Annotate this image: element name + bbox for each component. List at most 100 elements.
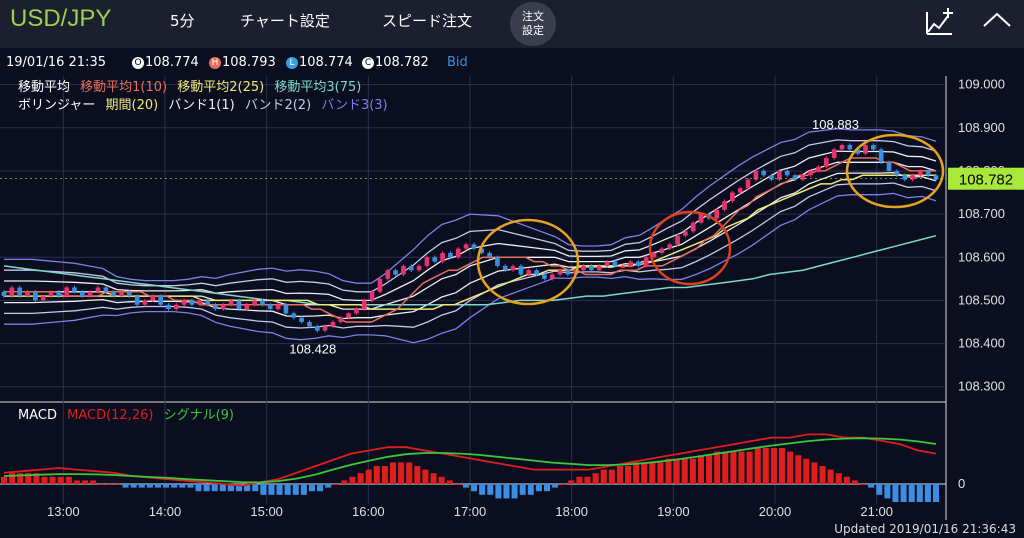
macd-histogram-bar xyxy=(349,476,356,484)
candle xyxy=(455,248,461,258)
macd-histogram-bar xyxy=(73,480,80,484)
candle xyxy=(267,304,273,310)
close-value: C 108.782 xyxy=(362,55,429,70)
datetime: 19/01/16 21:35 xyxy=(6,55,106,70)
candle xyxy=(158,296,163,305)
ma1-line xyxy=(4,157,936,323)
candle xyxy=(173,304,179,310)
macd-histogram-bar xyxy=(171,484,178,488)
macd-histogram-bar xyxy=(900,484,907,502)
macd-histogram-bar xyxy=(9,473,16,484)
candle xyxy=(487,252,492,258)
macd-histogram-bar xyxy=(787,451,794,484)
candle xyxy=(902,175,908,180)
chevron-up-icon[interactable] xyxy=(980,6,1014,36)
macd-histogram-bar xyxy=(665,458,672,484)
macd-histogram-bar xyxy=(65,476,72,484)
macd-histogram-bar xyxy=(373,466,380,484)
candle xyxy=(800,175,806,180)
candle xyxy=(557,270,563,275)
macd-histogram-bar xyxy=(236,484,243,492)
high-annotation: 108.883 xyxy=(812,117,859,132)
candle xyxy=(260,300,265,305)
candle xyxy=(393,270,398,275)
macd-histogram-bar xyxy=(57,476,64,484)
candle xyxy=(346,313,351,318)
macd-histogram-bar xyxy=(730,451,737,484)
candle xyxy=(918,170,923,176)
macd-histogram-bar xyxy=(884,484,891,499)
ma2-legend: 移動平均2(25) xyxy=(177,80,265,95)
chart-plus-icon[interactable] xyxy=(924,6,956,40)
macd-histogram-bar xyxy=(876,484,883,495)
macd-histogram-bar xyxy=(398,462,405,484)
candle xyxy=(291,313,297,318)
macd-histogram-bar xyxy=(227,484,234,492)
timeframe-button[interactable]: 5分 xyxy=(170,12,195,30)
bb-lower-2 xyxy=(4,182,937,329)
candle xyxy=(761,170,767,176)
macd-histogram-bar xyxy=(916,484,923,502)
candle xyxy=(275,304,281,310)
macd-histogram-bar xyxy=(300,484,307,495)
x-tick-label: 20:00 xyxy=(759,504,792,519)
x-tick-label: 15:00 xyxy=(250,504,283,519)
ma3-legend: 移動平均3(75) xyxy=(274,80,362,95)
macd-histogram-bar xyxy=(543,484,551,492)
candle xyxy=(518,265,524,275)
candle xyxy=(448,252,453,258)
candle xyxy=(643,257,649,266)
candle xyxy=(64,287,69,297)
candle xyxy=(330,322,336,327)
macd-histogram-bar xyxy=(689,458,696,484)
low-badge: L xyxy=(286,57,298,69)
macd-line xyxy=(3,433,937,487)
macd-histogram-bar xyxy=(706,455,713,484)
y-tick-label: 108.500 xyxy=(958,292,1005,307)
macd-histogram-bar xyxy=(114,484,121,485)
speed-order-button[interactable]: スピード注文 xyxy=(382,12,473,30)
updated-timestamp: Updated 2019/01/16 21:36:43 xyxy=(834,522,1016,536)
macd-histogram-bar xyxy=(471,484,478,492)
candle xyxy=(440,252,445,262)
price-chart[interactable]: 109.000108.900108.800108.700108.600108.5… xyxy=(0,76,1024,520)
macd-histogram-bar xyxy=(625,466,632,484)
candle xyxy=(792,175,798,180)
current-price-box xyxy=(948,167,1024,190)
candle xyxy=(189,300,195,305)
candle xyxy=(933,175,939,180)
order-settings-button[interactable]: 注文 設定 xyxy=(510,2,556,46)
chart-settings-button[interactable]: チャート設定 xyxy=(240,12,330,30)
open-badge: O xyxy=(132,57,144,69)
candle xyxy=(385,270,391,279)
macd-histogram-bar xyxy=(657,462,664,484)
macd-histogram-bar xyxy=(576,476,583,484)
symbol-selector[interactable]: USD/JPY xyxy=(10,5,112,32)
x-tick-label: 17:00 xyxy=(454,504,487,519)
macd-histogram-bar xyxy=(381,466,388,484)
candle xyxy=(369,291,375,301)
macd-histogram-bar xyxy=(0,476,8,484)
candle xyxy=(698,214,704,223)
macd-histogram-bar xyxy=(41,476,48,484)
candle xyxy=(620,265,626,268)
candle xyxy=(48,291,54,297)
y-tick-label: 108.900 xyxy=(958,120,1005,135)
candle xyxy=(878,149,884,163)
macd-histogram-bar xyxy=(98,484,105,485)
candle xyxy=(894,170,900,176)
close-badge: C xyxy=(362,57,374,69)
candle xyxy=(910,175,915,180)
macd-histogram-bar xyxy=(503,484,510,499)
macd-histogram-bar xyxy=(308,484,315,492)
candle xyxy=(252,300,257,305)
candle xyxy=(150,296,156,301)
macd-histogram-bar xyxy=(803,458,810,484)
candle xyxy=(338,317,344,322)
candle xyxy=(354,309,359,314)
candle xyxy=(730,192,735,202)
candle xyxy=(166,304,171,310)
candle xyxy=(283,304,289,314)
macd-histogram-bar xyxy=(138,484,145,488)
x-tick-label: 21:00 xyxy=(860,504,893,519)
